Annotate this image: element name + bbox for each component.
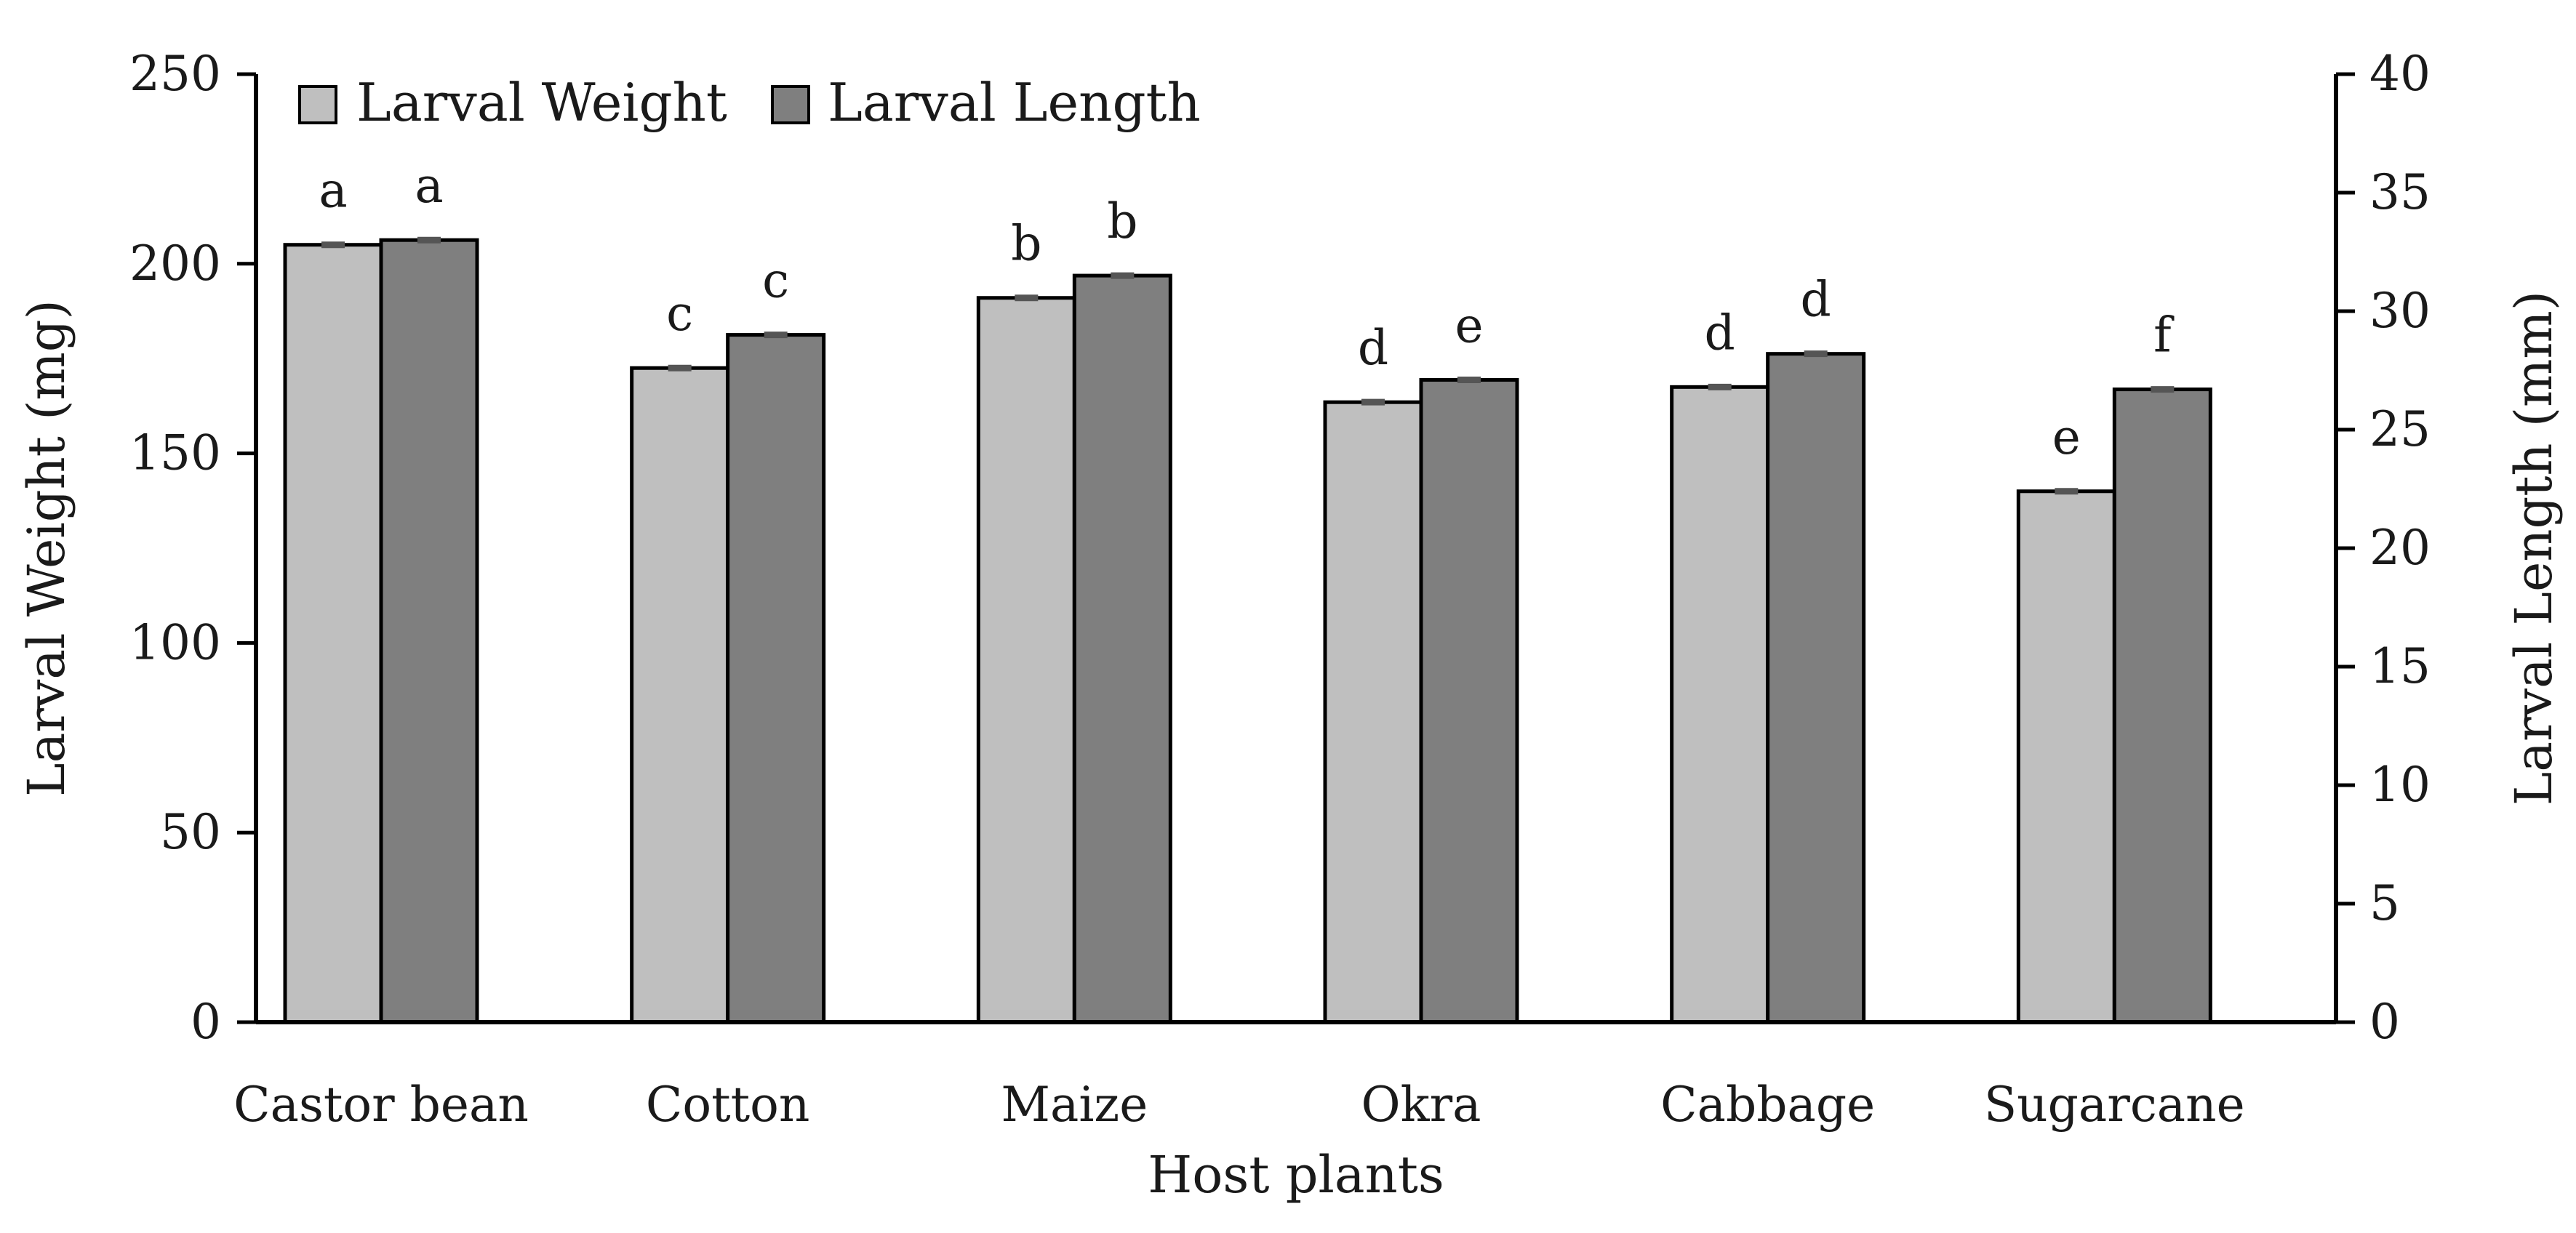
bar-larval-length-okra (1419, 378, 1519, 1024)
bar-larval-weight-sugarcane (2016, 489, 2116, 1024)
significance-label-larval-weight-sugarcane: e (2052, 409, 2081, 465)
x-tick-label-okra: Okra (1361, 1077, 1481, 1133)
y-right-tick-label: 15 (2369, 638, 2431, 694)
bar-larval-weight-maize (976, 296, 1076, 1024)
y-left-tick-label: 100 (129, 614, 221, 670)
significance-label-larval-weight-castor-bean: a (319, 163, 347, 219)
x-tick-label-castor-bean: Castor bean (233, 1077, 529, 1133)
y-right-tick-label: 25 (2369, 401, 2431, 457)
bar-larval-length-sugarcane (2112, 387, 2212, 1024)
x-axis-tick-labels: Castor bean Cotton Maize Okra Cabbage Sugarca… (233, 1077, 2245, 1133)
x-axis-title: Host plants (1148, 1145, 1444, 1205)
y-axis-right-ticks: 0 5 10 15 20 25 30 35 40 (2336, 46, 2431, 1050)
significance-label-larval-length-cabbage: d (1801, 272, 1831, 328)
bar-larval-weight-castor-bean (283, 243, 383, 1024)
significance-label-larval-weight-cabbage: d (1705, 305, 1735, 361)
x-tick-label-cabbage: Cabbage (1660, 1077, 1875, 1133)
y-left-tick-label: 0 (191, 994, 221, 1050)
x-tick-label-cotton: Cotton (646, 1077, 810, 1133)
legend: Larval Weight Larval Length (298, 72, 1201, 133)
bar-larval-length-cabbage (1766, 352, 1866, 1024)
y-left-tick-label: 150 (129, 425, 221, 481)
x-tick-label-maize: Maize (1001, 1077, 1148, 1133)
error-bars-layer (321, 236, 2175, 495)
bar-larval-weight-cabbage (1670, 385, 1770, 1024)
bar-larval-length-cotton (726, 333, 826, 1024)
significance-label-larval-length-castor-bean: a (415, 158, 443, 214)
y-right-tick-label: 5 (2369, 875, 2400, 931)
y-right-tick-label: 30 (2369, 283, 2431, 339)
bar-larval-weight-cotton (630, 366, 730, 1024)
y-left-tick-label: 50 (160, 804, 221, 860)
y-axis-left-ticks: 0 50 100 150 200 250 (129, 46, 256, 1050)
significance-label-larval-length-maize: b (1107, 193, 1137, 249)
legend-swatch-larval-length (771, 85, 810, 124)
legend-swatch-larval-weight (298, 85, 337, 124)
y-axis-left-title: Larval Weight (mg) (17, 300, 76, 797)
legend-label-larval-length: Larval Length (828, 72, 1201, 133)
x-tick-label-sugarcane: Sugarcane (1984, 1077, 2245, 1133)
significance-labels-layer: a a c c b b d e d d e f (319, 158, 2175, 465)
significance-label-larval-length-okra: e (1455, 298, 1483, 354)
y-left-tick-label: 250 (129, 46, 221, 102)
y-axis-right-title: Larval Length (mm) (2504, 291, 2564, 806)
y-right-tick-label: 20 (2369, 520, 2431, 576)
y-right-tick-label: 10 (2369, 757, 2431, 813)
legend-label-larval-weight: Larval Weight (356, 72, 727, 133)
significance-label-larval-weight-cotton: c (666, 286, 693, 342)
y-right-tick-label: 0 (2369, 994, 2400, 1050)
significance-label-larval-length-cotton: c (762, 253, 789, 309)
y-left-tick-label: 200 (129, 236, 221, 292)
significance-label-larval-length-sugarcane: f (2153, 308, 2175, 364)
significance-label-larval-weight-okra: d (1358, 320, 1388, 376)
y-right-tick-label: 35 (2369, 164, 2431, 220)
bar-larval-weight-okra (1323, 400, 1423, 1024)
y-right-tick-label: 40 (2369, 46, 2431, 102)
bars-layer (283, 238, 2212, 1024)
significance-label-larval-weight-maize: b (1011, 216, 1041, 272)
bar-larval-length-castor-bean (379, 238, 479, 1024)
bar-larval-length-maize (1072, 273, 1172, 1024)
